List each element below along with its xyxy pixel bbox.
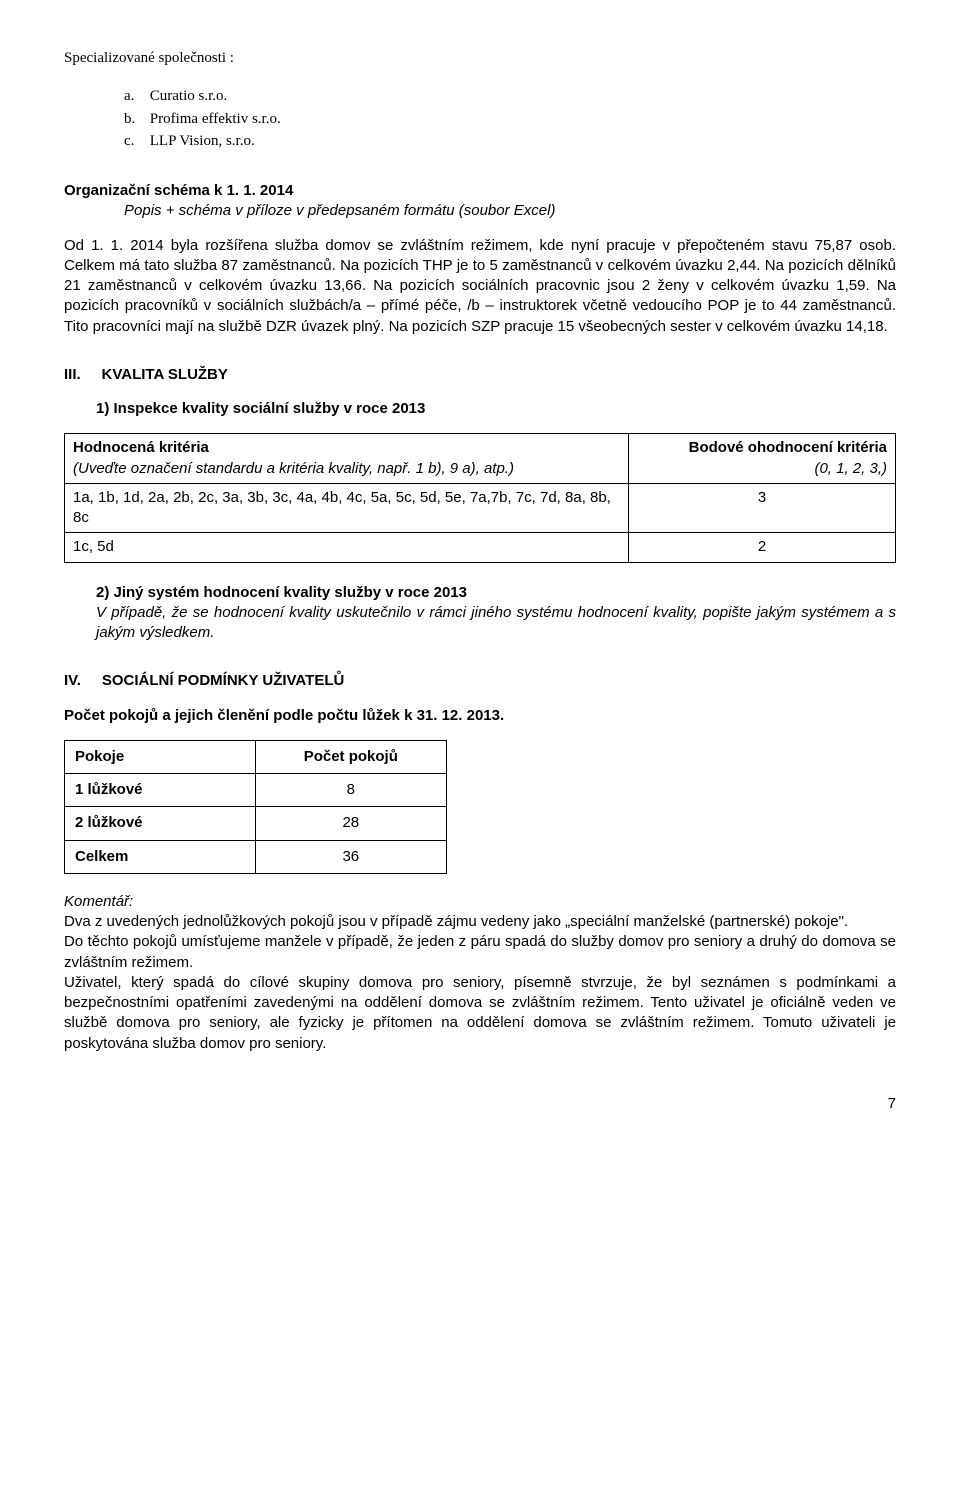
criteria-cell: 1a, 1b, 1d, 2a, 2b, 2c, 3a, 3b, 3c, 4a, … bbox=[65, 483, 629, 533]
section-roman: IV. bbox=[64, 672, 81, 689]
list-marker: b. bbox=[124, 109, 146, 129]
quality-table: Hodnocená kritéria (Uveďte označení stan… bbox=[64, 433, 896, 562]
list-item: a. Curatio s.r.o. bbox=[124, 86, 896, 106]
list-item: c. LLP Vision, s.r.o. bbox=[124, 131, 896, 151]
score-header-italic: (0, 1, 2, 3,) bbox=[637, 459, 887, 479]
section-3-item-2: 2) Jiný systém hodnocení kvality služby … bbox=[96, 583, 896, 644]
table-header-row: Pokoje Počet pokojů bbox=[65, 740, 447, 773]
rooms-heading: Počet pokojů a jejich členění podle počt… bbox=[64, 706, 896, 726]
criteria-header-strong: Hodnocená kritéria bbox=[73, 438, 620, 458]
org-schema-heading: Organizační schéma k 1. 1. 2014 bbox=[64, 181, 896, 201]
comment-block: Komentář: Dva z uvedených jednolůžkových… bbox=[64, 892, 896, 1054]
item-2-lead: 2) Jiný systém hodnocení kvality služby … bbox=[96, 584, 467, 601]
score-header-cell: Bodové ohodnocení kritéria (0, 1, 2, 3,) bbox=[629, 434, 896, 484]
section-roman: III. bbox=[64, 366, 81, 383]
criteria-cell: 1c, 5d bbox=[65, 533, 629, 562]
criteria-header-cell: Hodnocená kritéria (Uveďte označení stan… bbox=[65, 434, 629, 484]
table-header-row: Hodnocená kritéria (Uveďte označení stan… bbox=[65, 434, 896, 484]
comment-label: Komentář: bbox=[64, 892, 896, 912]
list-item: b. Profima effektiv s.r.o. bbox=[124, 109, 896, 129]
page-number: 7 bbox=[64, 1094, 896, 1114]
section-title: SOCIÁLNÍ PODMÍNKY UŽIVATELŮ bbox=[102, 672, 345, 689]
rooms-col2-header: Počet pokojů bbox=[255, 740, 446, 773]
room-label-total: Celkem bbox=[65, 840, 256, 873]
org-paragraph: Od 1. 1. 2014 byla rozšířena služba domo… bbox=[64, 236, 896, 337]
room-value: 8 bbox=[255, 774, 446, 807]
score-header-strong: Bodové ohodnocení kritéria bbox=[637, 438, 887, 458]
specialized-companies-heading: Specializované společnosti : bbox=[64, 48, 896, 68]
score-cell: 3 bbox=[629, 483, 896, 533]
list-marker: c. bbox=[124, 131, 146, 151]
table-row: 2 lůžkové 28 bbox=[65, 807, 447, 840]
score-cell: 2 bbox=[629, 533, 896, 562]
table-row: Celkem 36 bbox=[65, 840, 447, 873]
comment-paragraph: Do těchto pokojů umísťujeme manžele v př… bbox=[64, 932, 896, 973]
room-value-total: 36 bbox=[255, 840, 446, 873]
org-schema-note: Popis + schéma v příloze v předepsaném f… bbox=[124, 201, 896, 221]
room-value: 28 bbox=[255, 807, 446, 840]
section-3-heading: III. KVALITA SLUŽBY bbox=[64, 365, 896, 385]
comment-paragraph: Dva z uvedených jednolůžkových pokojů js… bbox=[64, 912, 896, 932]
room-label: 1 lůžkové bbox=[65, 774, 256, 807]
table-row: 1 lůžkové 8 bbox=[65, 774, 447, 807]
table-row: 1c, 5d 2 bbox=[65, 533, 896, 562]
company-name: Curatio s.r.o. bbox=[150, 88, 228, 104]
section-4-heading: IV. SOCIÁLNÍ PODMÍNKY UŽIVATELŮ bbox=[64, 671, 896, 691]
table-row: 1a, 1b, 1d, 2a, 2b, 2c, 3a, 3b, 3c, 4a, … bbox=[65, 483, 896, 533]
company-list: a. Curatio s.r.o. b. Profima effektiv s.… bbox=[124, 86, 896, 151]
company-name: Profima effektiv s.r.o. bbox=[150, 111, 281, 127]
criteria-header-italic: (Uveďte označení standardu a kritéria kv… bbox=[73, 459, 620, 479]
item-2-body: V případě, že se hodnocení kvality uskut… bbox=[96, 604, 896, 641]
company-name: LLP Vision, s.r.o. bbox=[150, 133, 255, 149]
section-3-item-1: 1) Inspekce kvality sociální služby v ro… bbox=[96, 399, 896, 419]
rooms-table: Pokoje Počet pokojů 1 lůžkové 8 2 lůžkov… bbox=[64, 740, 447, 874]
rooms-col1-header: Pokoje bbox=[65, 740, 256, 773]
list-marker: a. bbox=[124, 86, 146, 106]
section-title: KVALITA SLUŽBY bbox=[102, 366, 228, 383]
room-label: 2 lůžkové bbox=[65, 807, 256, 840]
comment-paragraph: Uživatel, který spadá do cílové skupiny … bbox=[64, 973, 896, 1054]
